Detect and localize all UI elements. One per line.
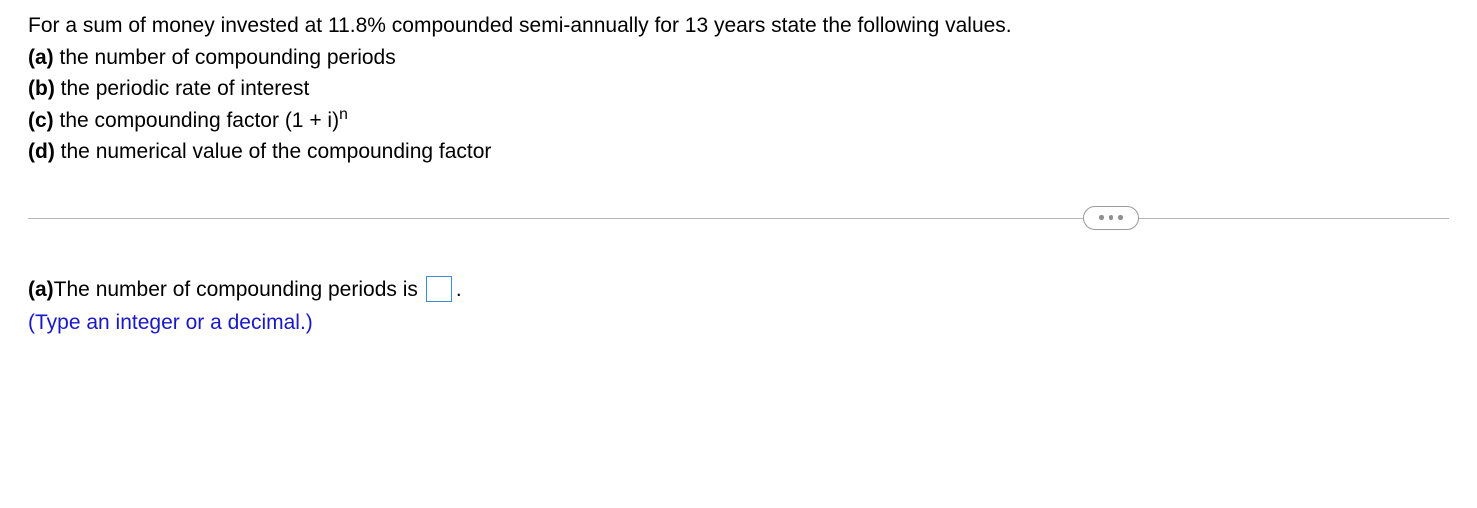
part-c-label: (c) <box>28 109 54 132</box>
ellipsis-dot-icon <box>1109 215 1114 220</box>
question-container: For a sum of money invested at 11.8% com… <box>0 0 1477 379</box>
divider <box>28 206 1449 230</box>
answer-part-label: (a) <box>28 274 54 306</box>
ellipsis-dot-icon <box>1118 215 1123 220</box>
question-part-b: (b) the periodic rate of interest <box>28 73 1449 105</box>
part-a-label: (a) <box>28 46 54 69</box>
answer-input[interactable] <box>426 276 452 302</box>
part-a-text: the number of compounding periods <box>54 46 396 69</box>
answer-period: . <box>456 274 462 306</box>
part-b-text: the periodic rate of interest <box>55 77 309 100</box>
part-c-text: the compounding factor (1 + i) <box>54 109 339 132</box>
answer-line: (a) The number of compounding periods is… <box>28 274 1449 306</box>
part-c-superscript: n <box>339 106 348 123</box>
part-d-label: (d) <box>28 140 55 163</box>
question-part-c: (c) the compounding factor (1 + i)n <box>28 105 1449 137</box>
answer-block: (a) The number of compounding periods is… <box>28 274 1449 339</box>
more-options-button[interactable] <box>1083 206 1139 230</box>
part-b-label: (b) <box>28 77 55 100</box>
question-block: For a sum of money invested at 11.8% com… <box>28 10 1449 168</box>
question-part-a: (a) the number of compounding periods <box>28 42 1449 74</box>
question-part-d: (d) the numerical value of the compoundi… <box>28 136 1449 168</box>
divider-line <box>28 218 1449 219</box>
ellipsis-dot-icon <box>1099 215 1104 220</box>
answer-hint: (Type an integer or a decimal.) <box>28 307 1449 339</box>
question-intro: For a sum of money invested at 11.8% com… <box>28 10 1449 42</box>
part-d-text: the numerical value of the compounding f… <box>55 140 492 163</box>
answer-prompt: The number of compounding periods is <box>54 274 418 306</box>
